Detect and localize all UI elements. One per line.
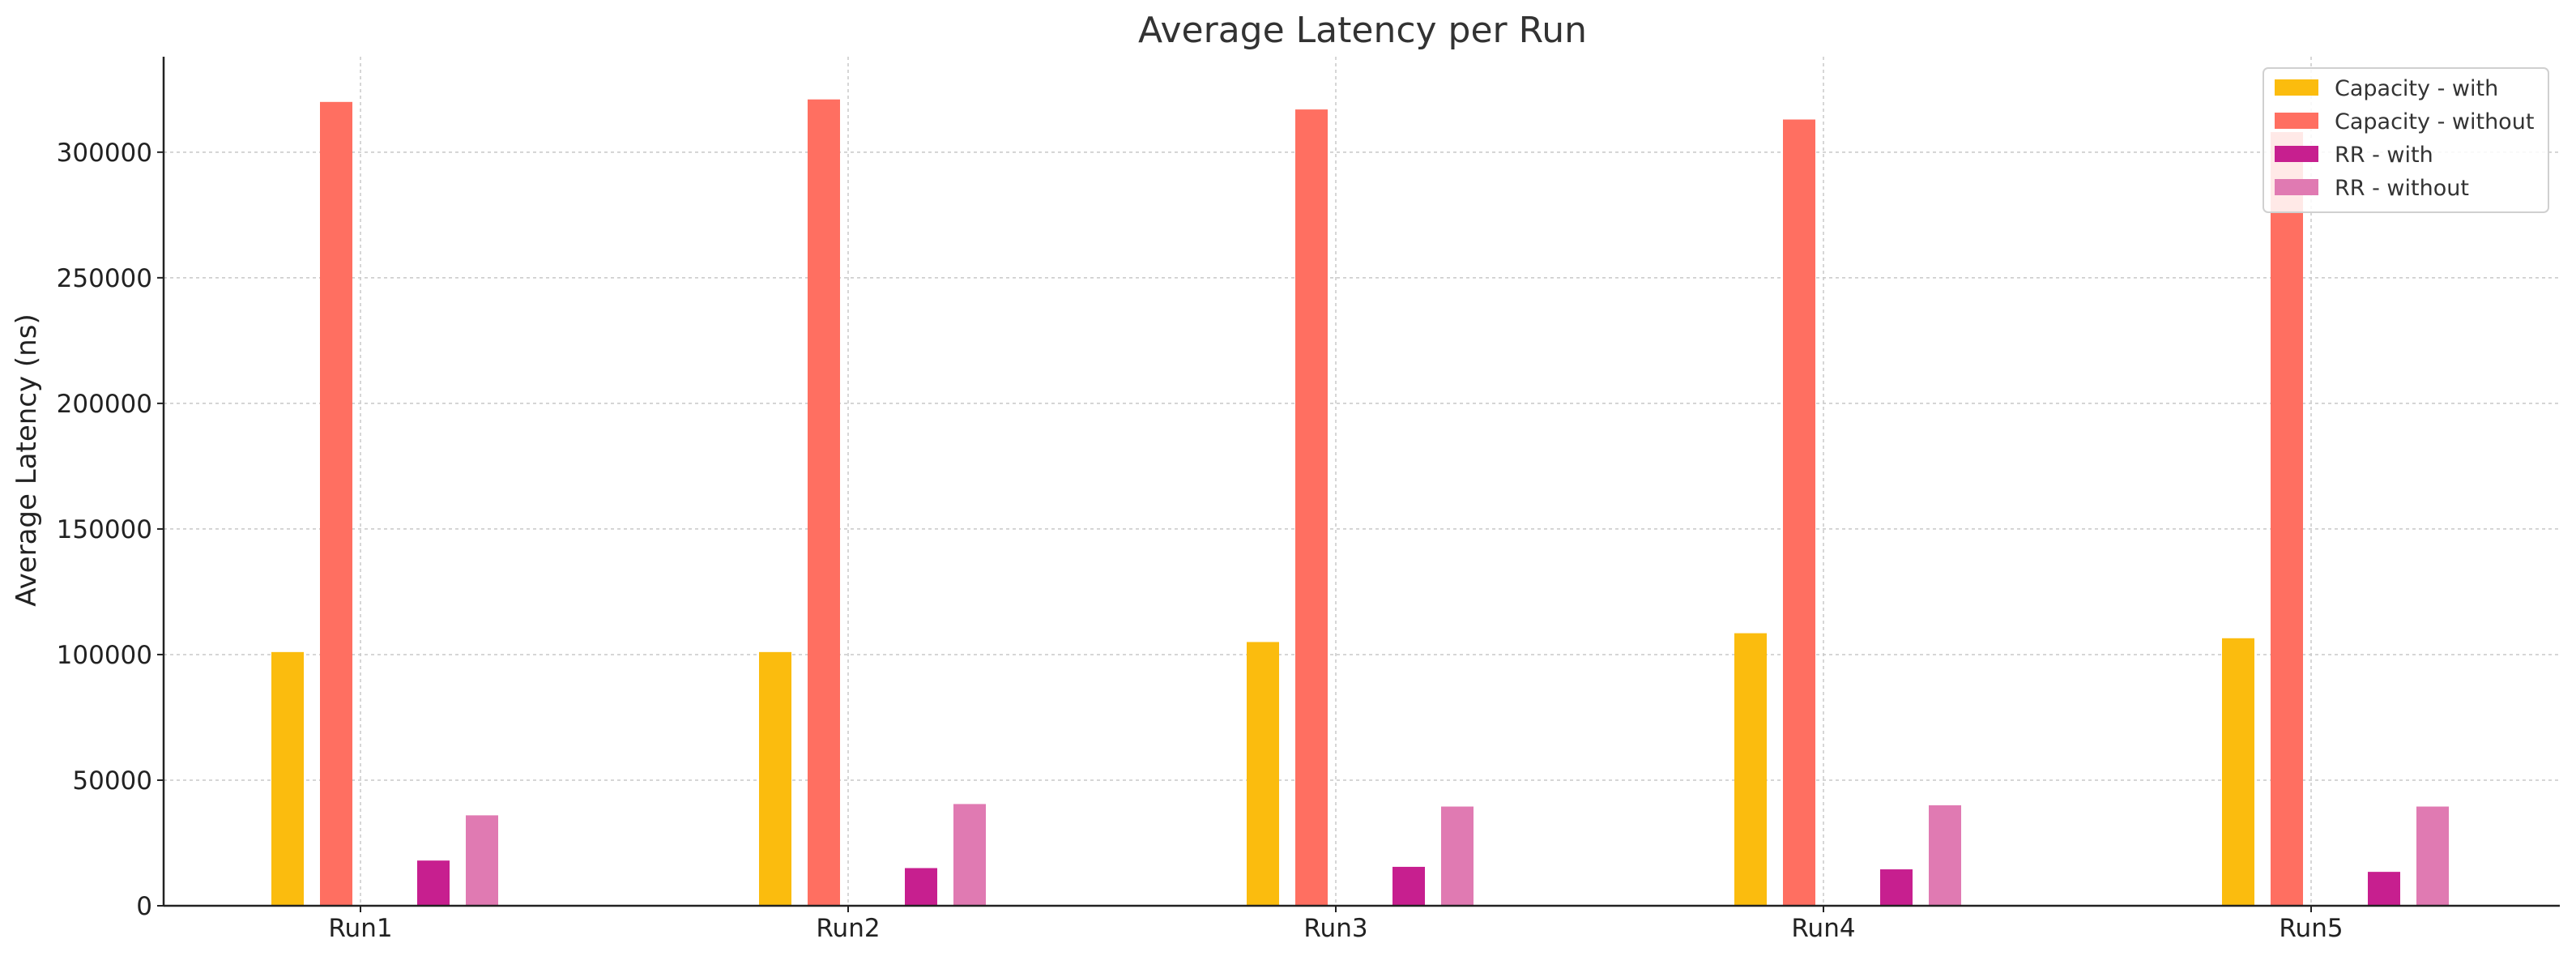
y-tick-label: 250000 — [57, 264, 152, 293]
bar — [1734, 633, 1767, 906]
bar — [1247, 642, 1279, 906]
legend-label: RR - without — [2335, 176, 2469, 201]
bar — [808, 99, 840, 906]
bar — [2222, 638, 2254, 906]
bar — [466, 815, 498, 906]
legend-box — [2263, 67, 2549, 213]
y-tick-label: 300000 — [57, 139, 152, 168]
legend-label: Capacity - without — [2335, 109, 2534, 134]
x-tick-label: Run5 — [2279, 914, 2343, 943]
x-tick-label: Run1 — [328, 914, 392, 943]
bar — [2271, 132, 2303, 906]
bar — [1441, 806, 1474, 906]
y-tick-label: 100000 — [57, 641, 152, 670]
gridlines — [164, 57, 2560, 906]
tick-labels: 0 50000 100000 150000 200000 250000 300000 Run1… — [57, 139, 2344, 943]
y-tick-label: 0 — [136, 892, 152, 921]
chart-title: Average Latency per Run — [1138, 10, 1587, 51]
legend-swatch — [2275, 146, 2318, 162]
legend: Capacity - with Capacity - without RR - wi… — [2263, 67, 2549, 213]
bars — [271, 99, 2449, 907]
bar — [271, 651, 304, 906]
bar — [759, 651, 791, 906]
bar — [953, 804, 986, 906]
legend-label: Capacity - with — [2335, 76, 2498, 101]
y-axis-label: Average Latency (ns) — [11, 314, 43, 606]
bar — [905, 868, 937, 906]
x-tick-label: Run2 — [816, 914, 880, 943]
bar — [320, 101, 352, 906]
bar — [1880, 869, 1913, 906]
axes — [162, 57, 2560, 907]
bar — [417, 860, 450, 906]
bar — [2416, 806, 2449, 906]
legend-swatch — [2275, 179, 2318, 195]
legend-label: RR - with — [2335, 143, 2433, 168]
x-tick-label: Run4 — [1791, 914, 1855, 943]
bar — [2368, 872, 2400, 906]
x-tick-label: Run3 — [1303, 914, 1367, 943]
y-tick-label: 200000 — [57, 390, 152, 419]
bar — [1783, 119, 1815, 907]
bar — [1929, 804, 1961, 906]
y-tick-label: 50000 — [72, 766, 152, 796]
bar — [1295, 109, 1328, 906]
legend-swatch — [2275, 79, 2318, 96]
bar — [1392, 866, 1425, 906]
y-tick-label: 150000 — [57, 515, 152, 544]
legend-swatch — [2275, 113, 2318, 129]
